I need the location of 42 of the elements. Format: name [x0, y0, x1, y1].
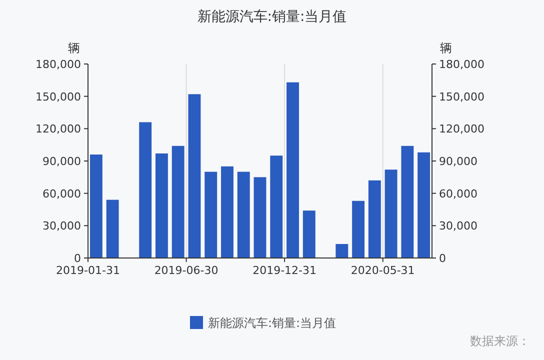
y2-tick-label: 0 [439, 252, 446, 265]
y2-axis-title: 辆 [440, 41, 452, 55]
bar [172, 146, 184, 258]
bar [401, 146, 414, 258]
y2-tick-label: 90,000 [439, 155, 478, 168]
y-tick-label: 180,000 [36, 58, 81, 71]
y-tick-label: 60,000 [42, 187, 81, 200]
y2-tick-label: 150,000 [439, 90, 484, 104]
y-tick-label: 120,000 [36, 122, 81, 136]
bar [418, 152, 430, 258]
x-tick-label: 2019-06-30 [154, 264, 218, 277]
y-tick-label: 90,000 [42, 155, 81, 168]
bar [336, 244, 348, 258]
bar [106, 200, 119, 258]
bar [286, 82, 299, 258]
bar [188, 94, 201, 258]
bar [90, 154, 102, 258]
bar [384, 170, 398, 258]
y-tick-label: 0 [74, 252, 81, 265]
y2-tick-label: 60,000 [439, 187, 478, 200]
y-tick-label: 150,000 [36, 90, 81, 104]
y-tick-label: 30,000 [42, 220, 81, 233]
bar [204, 172, 218, 258]
x-tick-label: 2020-05-31 [350, 264, 415, 277]
bar [368, 180, 381, 258]
bar [237, 172, 250, 258]
bar [352, 200, 365, 258]
bar [155, 153, 168, 258]
y-axis-title: 辆 [68, 41, 80, 55]
x-tick-label: 2019-01-31 [56, 264, 120, 277]
y2-tick-label: 180,000 [439, 58, 484, 71]
chart-title: 新能源汽车:销量:当月值 [197, 9, 347, 25]
bar [270, 156, 283, 258]
x-tick-label: 2019-12-31 [252, 264, 317, 277]
bar [302, 210, 316, 258]
y2-tick-label: 30,000 [439, 220, 478, 233]
source-note: 数据来源： [470, 334, 530, 348]
bar [221, 166, 234, 258]
y2-tick-label: 120,000 [439, 122, 484, 136]
bar [254, 177, 266, 258]
legend-label: 新能源汽车:销量:当月值 [208, 316, 336, 330]
bar [139, 122, 152, 258]
